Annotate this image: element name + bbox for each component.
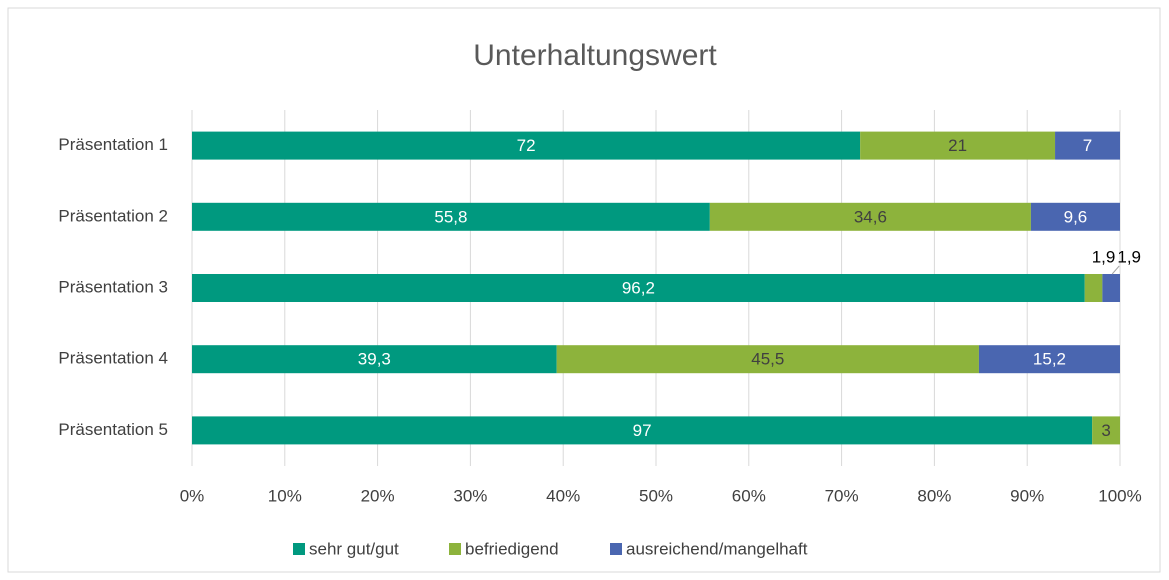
bar-segment [192, 345, 557, 374]
x-tick-label: 100% [1098, 486, 1141, 505]
data-label: 97 [633, 421, 652, 440]
legend-swatch [610, 543, 622, 555]
x-tick-label: 30% [453, 486, 487, 505]
data-label: 3 [1101, 421, 1110, 440]
legend-label: sehr gut/gut [309, 539, 399, 558]
data-label: 1,9 [1092, 247, 1116, 266]
data-label: 39,3 [358, 350, 391, 369]
x-tick-label: 0% [180, 486, 205, 505]
data-label: 34,6 [854, 207, 887, 226]
data-label: 9,6 [1064, 207, 1088, 226]
data-label: 72 [517, 136, 536, 155]
data-label: 21 [948, 136, 967, 155]
data-label: 55,8 [434, 207, 467, 226]
x-tick-label: 90% [1010, 486, 1044, 505]
x-tick-label: 50% [639, 486, 673, 505]
x-tick-label: 40% [546, 486, 580, 505]
data-label: 7 [1083, 136, 1092, 155]
legend-swatch [293, 543, 305, 555]
leader-line [1111, 265, 1120, 275]
y-tick-label: Präsentation 2 [58, 206, 168, 225]
chart-title: Unterhaltungswert [473, 39, 717, 72]
y-tick-label: Präsentation 3 [58, 277, 168, 296]
bar-segment [192, 416, 1093, 445]
bar-segment [192, 202, 710, 231]
bar-segment [978, 345, 1120, 374]
data-label: 96,2 [622, 278, 655, 297]
x-tick-label: 80% [917, 486, 951, 505]
bar-segment [1102, 274, 1120, 302]
x-tick-label: 60% [732, 486, 766, 505]
legend-swatch [449, 543, 461, 555]
y-tick-label: Präsentation 4 [58, 349, 168, 368]
bar-segment [1055, 131, 1120, 160]
y-tick-label: Präsentation 1 [58, 135, 168, 154]
bar-segment [860, 131, 1056, 160]
bar-segment [1092, 416, 1120, 445]
bar-segment [1030, 202, 1120, 231]
x-tick-label: 10% [268, 486, 302, 505]
bar-segment [556, 345, 979, 374]
bar-segment [192, 274, 1085, 302]
bar-segment [1084, 274, 1103, 302]
y-tick-label: Präsentation 5 [58, 420, 168, 439]
x-tick-label: 20% [361, 486, 395, 505]
x-tick-label: 70% [825, 486, 859, 505]
legend-label: befriedigend [465, 539, 559, 558]
bar-segment [709, 202, 1031, 231]
data-label: 45,5 [751, 350, 784, 369]
legend-label: ausreichend/mangelhaft [626, 539, 808, 558]
data-label: 15,2 [1033, 350, 1066, 369]
data-label: 1,9 [1117, 247, 1141, 266]
bar-segment [192, 131, 861, 160]
